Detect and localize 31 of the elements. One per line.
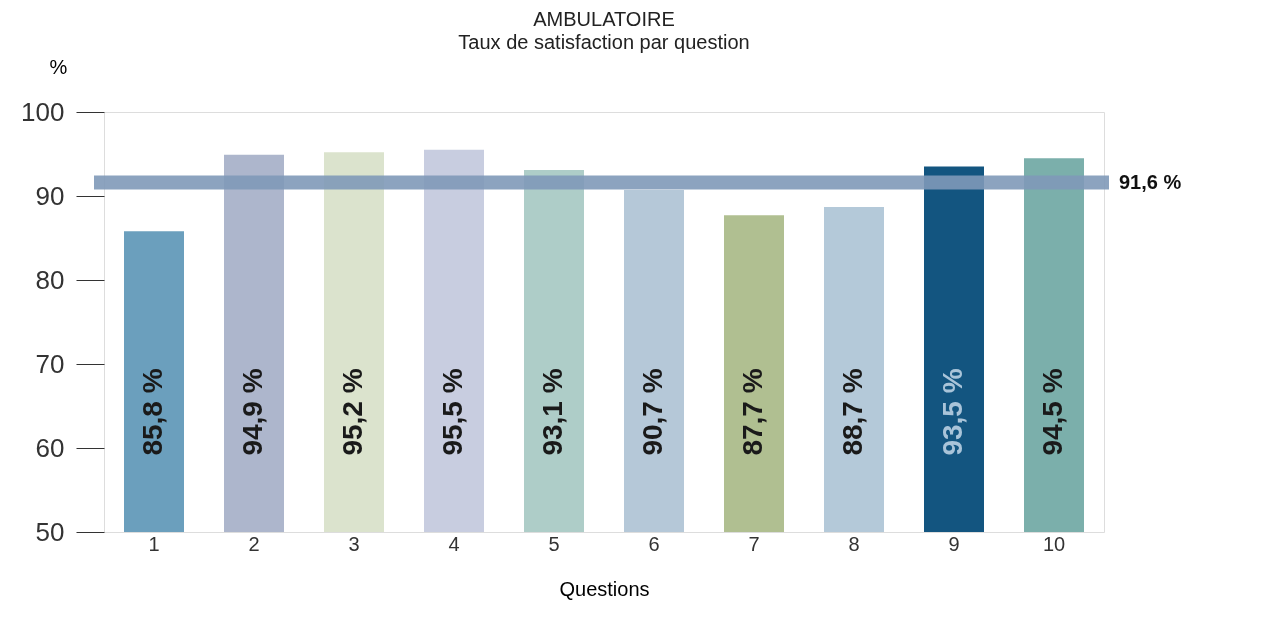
data-label: 93,1 % — [537, 368, 568, 456]
data-label: 94,9 % — [237, 368, 268, 456]
y-tick-label: 100 — [21, 96, 65, 127]
x-tick-label: 4 — [448, 532, 460, 555]
y-tick-label: 60 — [35, 432, 65, 463]
ref-line-label: 91,6 % — [1119, 170, 1182, 193]
data-label: 95,5 % — [437, 368, 468, 456]
y-tick-label: 90 — [35, 180, 65, 211]
x-tick-label: 9 — [948, 532, 960, 555]
chart-title: AMBULATOIRE — [533, 8, 675, 30]
chart-subtitle: Taux de satisfaction par question — [458, 31, 750, 53]
x-tick-label: 1 — [148, 532, 160, 555]
x-tick-label: 2 — [248, 532, 260, 555]
data-label: 93,5 % — [937, 368, 968, 456]
data-label: 88,7 % — [837, 368, 868, 456]
x-tick-label: 6 — [648, 532, 660, 555]
data-label: 90,7 % — [637, 368, 668, 456]
x-axis-title: Questions — [559, 577, 650, 600]
x-tick-label: 5 — [548, 532, 560, 555]
data-label: 87,7 % — [737, 368, 768, 456]
x-tick-label: 3 — [348, 532, 360, 555]
y-axis-title: % — [49, 55, 68, 78]
data-label: 94,5 % — [1037, 368, 1068, 456]
data-label: 95,2 % — [337, 368, 368, 456]
y-tick-label: 50 — [35, 516, 65, 547]
y-tick-label: 70 — [35, 348, 65, 379]
x-tick-label: 7 — [748, 532, 760, 555]
x-tick-label: 8 — [848, 532, 860, 555]
x-tick-label: 10 — [1042, 532, 1066, 555]
data-label: 85,8 % — [137, 368, 168, 456]
y-tick-label: 80 — [35, 264, 65, 295]
